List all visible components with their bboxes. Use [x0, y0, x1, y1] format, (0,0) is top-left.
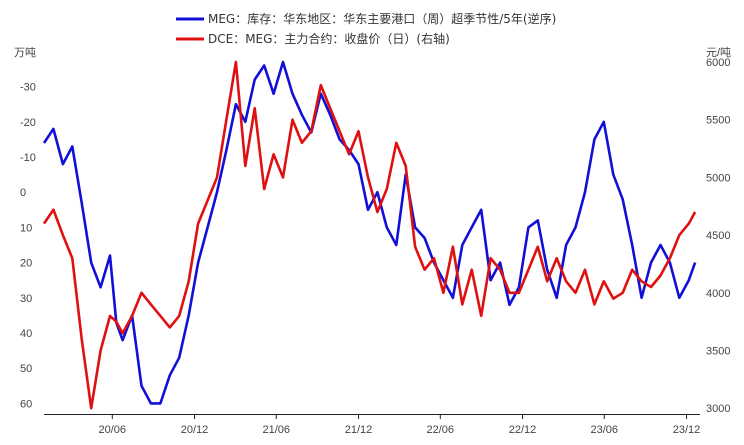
left-axis-unit: 万吨 [14, 46, 36, 59]
left-tick-label: 50 [20, 363, 32, 375]
right-tick-label: 4500 [706, 230, 730, 242]
series-group [42, 60, 697, 410]
legend-label-dce-meg-price: DCE：MEG：主力合约：收盘价（日）(右轴) [208, 31, 450, 46]
left-tick-label: 40 [20, 328, 32, 340]
right-tick-label: 5500 [706, 115, 730, 127]
left-tick-label: 10 [20, 222, 32, 234]
x-tick-label: 21/06 [263, 424, 291, 436]
right-axis-ticks: 3000 3500 4000 4500 5000 5500 6000 [706, 57, 730, 415]
x-tick-label: 23/12 [673, 424, 701, 436]
x-axis-ticks: 20/06 20/12 21/06 21/12 22/06 22/12 23/06 23/12 [99, 414, 701, 436]
x-tick-label: 23/06 [591, 424, 619, 436]
left-tick-label: 30 [20, 293, 32, 305]
right-tick-label: 4000 [706, 288, 730, 300]
right-tick-label: 6000 [706, 57, 730, 69]
left-tick-label: -30 [20, 82, 36, 94]
right-tick-label: 3000 [706, 403, 730, 415]
x-tick-label: 21/12 [345, 424, 373, 436]
x-tick-label: 22/06 [427, 424, 455, 436]
x-tick-label: 22/12 [509, 424, 537, 436]
left-tick-label: -20 [20, 117, 36, 129]
left-axis-ticks: -30 -20 -10 0 10 20 30 40 50 60 [20, 82, 36, 411]
x-tick-label: 20/12 [181, 424, 209, 436]
series-line-meg-inventory [42, 60, 697, 405]
legend: MEG：库存：华东地区：华东主要港口（周）超季节性/5年(逆序) DCE：MEG… [176, 11, 556, 46]
x-tick-label: 20/06 [99, 424, 127, 436]
left-tick-label: 0 [20, 187, 26, 199]
left-tick-label: 60 [20, 398, 32, 410]
right-tick-label: 5000 [706, 172, 730, 184]
series-line-dce-meg-price [42, 60, 697, 410]
right-axis-unit: 元/吨 [706, 46, 731, 59]
legend-label-meg-inventory: MEG：库存：华东地区：华东主要港口（周）超季节性/5年(逆序) [208, 11, 556, 26]
left-tick-label: 20 [20, 258, 32, 270]
right-tick-label: 3500 [706, 346, 730, 358]
left-tick-label: -10 [20, 152, 36, 164]
